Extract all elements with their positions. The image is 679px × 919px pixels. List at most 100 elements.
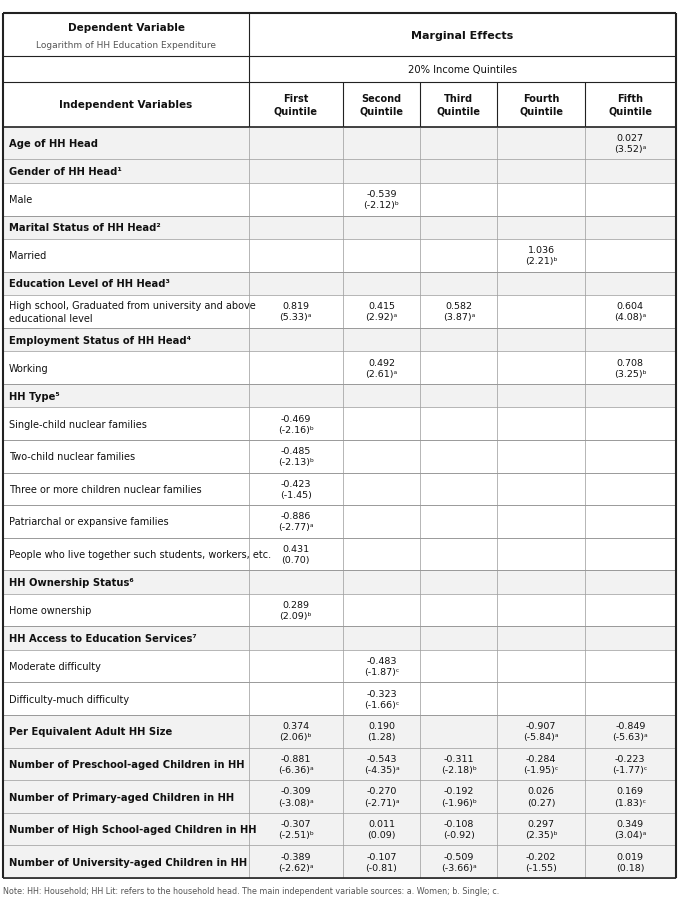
- Text: Age of HH Head: Age of HH Head: [9, 139, 98, 149]
- Bar: [3, 780, 676, 813]
- Text: -0.483
(-1.87)ᶜ: -0.483 (-1.87)ᶜ: [364, 656, 399, 676]
- Bar: [3, 539, 676, 571]
- Text: -0.907
(-5.84)ᵃ: -0.907 (-5.84)ᵃ: [524, 721, 559, 742]
- Bar: [3, 240, 676, 272]
- Bar: [3, 651, 676, 683]
- Text: 0.415
(2.92)ᵃ: 0.415 (2.92)ᵃ: [365, 302, 398, 323]
- Bar: [3, 683, 676, 715]
- Text: Three or more children nuclear families: Three or more children nuclear families: [9, 484, 202, 494]
- Text: 0.027
(3.52)ᵃ: 0.027 (3.52)ᵃ: [614, 134, 646, 154]
- Text: Independent Variables: Independent Variables: [60, 100, 193, 110]
- Text: Third
Quintile: Third Quintile: [437, 94, 481, 117]
- Bar: [3, 505, 676, 539]
- Text: -0.509
(-3.66)ᵃ: -0.509 (-3.66)ᵃ: [441, 852, 477, 872]
- Text: -0.202
(-1.55): -0.202 (-1.55): [526, 852, 557, 872]
- Bar: [3, 352, 676, 384]
- Bar: [3, 128, 676, 160]
- Bar: [3, 845, 676, 878]
- Text: 0.819
(5.33)ᵃ: 0.819 (5.33)ᵃ: [280, 302, 312, 323]
- Text: Married: Married: [9, 251, 46, 261]
- Text: HH Type⁵: HH Type⁵: [9, 391, 60, 402]
- Text: Fifth
Quintile: Fifth Quintile: [608, 94, 653, 117]
- Bar: [3, 473, 676, 505]
- Text: -0.270
(-2.71)ᵃ: -0.270 (-2.71)ᵃ: [364, 787, 399, 807]
- Bar: [3, 328, 676, 352]
- Bar: [3, 715, 676, 748]
- Text: 0.289
(2.09)ᵇ: 0.289 (2.09)ᵇ: [280, 600, 312, 620]
- Text: Dependent Variable: Dependent Variable: [68, 23, 185, 33]
- Text: Note: HH: Household; HH Lit: refers to the household head. The main independent : Note: HH: Household; HH Lit: refers to t…: [3, 886, 500, 895]
- Text: -0.886
(-2.77)ᵃ: -0.886 (-2.77)ᵃ: [278, 512, 314, 532]
- Text: -0.485
(-2.13)ᵇ: -0.485 (-2.13)ᵇ: [278, 447, 314, 467]
- Bar: [3, 627, 676, 651]
- Text: 0.708
(3.25)ᵇ: 0.708 (3.25)ᵇ: [614, 358, 646, 379]
- Text: 0.431
(0.70): 0.431 (0.70): [282, 544, 310, 564]
- Text: Gender of HH Head¹: Gender of HH Head¹: [9, 167, 122, 177]
- Text: Number of Primary-aged Children in HH: Number of Primary-aged Children in HH: [9, 791, 234, 801]
- Bar: [3, 748, 676, 780]
- Text: Education Level of HH Head³: Education Level of HH Head³: [9, 279, 170, 289]
- Text: -0.469
(-2.16)ᵇ: -0.469 (-2.16)ᵇ: [278, 414, 314, 435]
- Text: 20% Income Quintiles: 20% Income Quintiles: [407, 65, 517, 74]
- Text: 0.582
(3.87)ᵃ: 0.582 (3.87)ᵃ: [443, 302, 475, 323]
- Text: Difficulty-much difficulty: Difficulty-much difficulty: [9, 694, 129, 704]
- Text: -0.539
(-2.12)ᵇ: -0.539 (-2.12)ᵇ: [363, 190, 399, 210]
- Bar: [3, 571, 676, 595]
- Text: HH Ownership Status⁶: HH Ownership Status⁶: [9, 577, 134, 587]
- Text: -0.849
(-5.63)ᵃ: -0.849 (-5.63)ᵃ: [612, 721, 648, 742]
- Text: Patriarchal or expansive families: Patriarchal or expansive families: [9, 516, 168, 527]
- Text: People who live together such students, workers, etc.: People who live together such students, …: [9, 550, 271, 560]
- Text: 0.169
(1.83)ᶜ: 0.169 (1.83)ᶜ: [614, 787, 646, 807]
- Text: 0.011
(0.09): 0.011 (0.09): [367, 819, 396, 839]
- Text: -0.311
(-2.18)ᵇ: -0.311 (-2.18)ᵇ: [441, 754, 477, 774]
- Bar: [3, 216, 676, 240]
- Bar: [3, 160, 676, 184]
- Text: Number of University-aged Children in HH: Number of University-aged Children in HH: [9, 857, 247, 867]
- Text: Single-child nuclear families: Single-child nuclear families: [9, 419, 147, 429]
- Bar: [3, 296, 676, 328]
- Text: 0.374
(2.06)ᵇ: 0.374 (2.06)ᵇ: [280, 721, 312, 742]
- Text: HH Access to Education Services⁷: HH Access to Education Services⁷: [9, 633, 196, 643]
- Text: -0.423
(-1.45): -0.423 (-1.45): [280, 479, 312, 499]
- Text: -0.389
(-2.62)ᵃ: -0.389 (-2.62)ᵃ: [278, 852, 314, 872]
- Text: Second
Quintile: Second Quintile: [359, 94, 403, 117]
- Text: Per Equivalent Adult HH Size: Per Equivalent Adult HH Size: [9, 727, 172, 736]
- Text: Two-child nuclear families: Two-child nuclear families: [9, 452, 135, 461]
- Text: 0.190
(1.28): 0.190 (1.28): [367, 721, 396, 742]
- Bar: [3, 184, 676, 216]
- Text: Logarithm of HH Education Expenditure: Logarithm of HH Education Expenditure: [36, 40, 216, 50]
- Text: Working: Working: [9, 363, 48, 373]
- Text: 0.019
(0.18): 0.019 (0.18): [616, 852, 644, 872]
- Text: -0.192
(-1.96)ᵇ: -0.192 (-1.96)ᵇ: [441, 787, 477, 807]
- Text: 0.492
(2.61)ᵃ: 0.492 (2.61)ᵃ: [365, 358, 398, 379]
- Text: -0.284
(-1.95)ᶜ: -0.284 (-1.95)ᶜ: [524, 754, 559, 774]
- Bar: [3, 408, 676, 440]
- Text: High school, Graduated from university and above
educational level: High school, Graduated from university a…: [9, 301, 255, 323]
- Text: -0.223
(-1.77)ᶜ: -0.223 (-1.77)ᶜ: [612, 754, 648, 774]
- Text: Marital Status of HH Head²: Marital Status of HH Head²: [9, 223, 160, 233]
- Text: -0.323
(-1.66)ᶜ: -0.323 (-1.66)ᶜ: [364, 689, 399, 709]
- Bar: [3, 813, 676, 845]
- Text: 0.026
(0.27): 0.026 (0.27): [527, 787, 555, 807]
- Text: 0.604
(4.08)ᵃ: 0.604 (4.08)ᵃ: [614, 302, 646, 323]
- Text: Employment Status of HH Head⁴: Employment Status of HH Head⁴: [9, 335, 191, 346]
- Text: -0.543
(-4.35)ᵃ: -0.543 (-4.35)ᵃ: [364, 754, 399, 774]
- Text: Home ownership: Home ownership: [9, 606, 91, 616]
- Text: -0.107
(-0.81): -0.107 (-0.81): [365, 852, 397, 872]
- Text: -0.881
(-6.36)ᵃ: -0.881 (-6.36)ᵃ: [278, 754, 314, 774]
- Text: -0.307
(-2.51)ᵇ: -0.307 (-2.51)ᵇ: [278, 819, 314, 839]
- Text: 1.036
(2.21)ᵇ: 1.036 (2.21)ᵇ: [525, 246, 557, 267]
- Bar: [3, 83, 676, 128]
- Text: Marginal Effects: Marginal Effects: [411, 30, 513, 40]
- Bar: [3, 272, 676, 296]
- Text: Number of High School-aged Children in HH: Number of High School-aged Children in H…: [9, 824, 256, 834]
- Text: -0.309
(-3.08)ᵃ: -0.309 (-3.08)ᵃ: [278, 787, 314, 807]
- Text: First
Quintile: First Quintile: [274, 94, 318, 117]
- Text: -0.108
(-0.92): -0.108 (-0.92): [443, 819, 475, 839]
- Text: Fourth
Quintile: Fourth Quintile: [519, 94, 563, 117]
- Text: Male: Male: [9, 195, 32, 205]
- Text: Number of Preschool-aged Children in HH: Number of Preschool-aged Children in HH: [9, 759, 244, 769]
- Bar: [3, 384, 676, 408]
- Bar: [3, 57, 676, 83]
- Text: 0.297
(2.35)ᵇ: 0.297 (2.35)ᵇ: [525, 819, 557, 839]
